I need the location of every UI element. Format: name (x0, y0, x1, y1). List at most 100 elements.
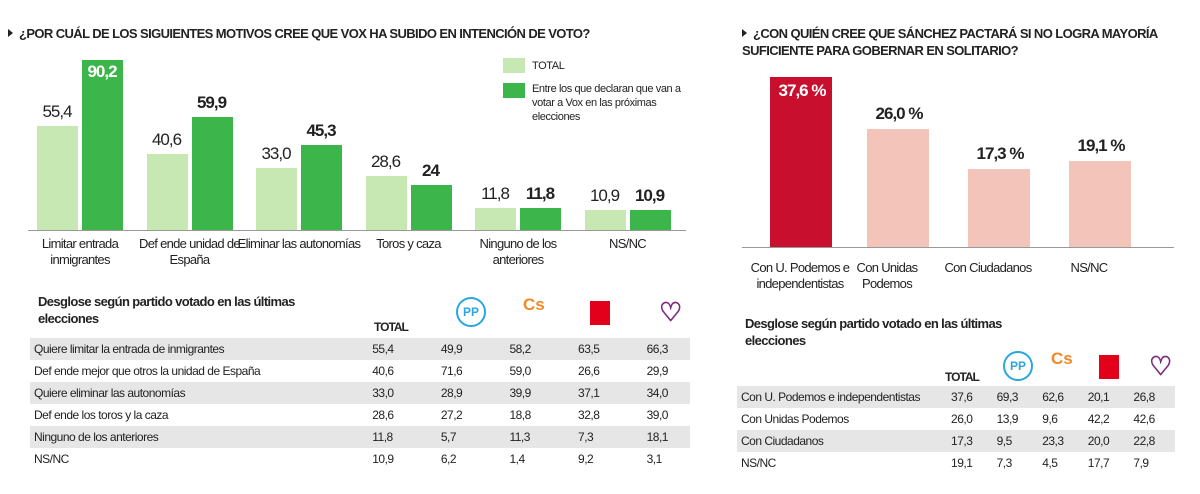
pp-logo-icon: PP (1003, 351, 1033, 381)
right-chart-title: ¿CON QUIÉN CREE QUE SÁNCHEZ PACTARÁ SI N… (742, 25, 1182, 59)
table-cell: 9,5 (992, 430, 1039, 452)
data-label: 33,0 (261, 143, 291, 163)
data-label: 10,9 (589, 185, 620, 205)
row-label: Con U. Podemos e independentistas (737, 386, 948, 408)
table-row: Con U. Podemos e independentistas 37,6 69,… (737, 386, 1175, 408)
data-label: 26,0 % (875, 104, 924, 124)
bar (520, 207, 561, 230)
data-label: 10,9 (634, 185, 665, 205)
row-label: Quiere limitar la entrada de inmigrantes (30, 338, 369, 360)
table-cell: 7,3 (996, 456, 1013, 470)
bar (37, 125, 78, 230)
table-cell: 33,0 (368, 382, 437, 404)
podemos-heart-icon: ♡ (1149, 351, 1173, 381)
left-table-title: Desglose según partido votado en las últ… (38, 294, 295, 326)
table-cell: 69,3 (992, 386, 1039, 408)
table-cell: 32,8 (578, 408, 600, 422)
data-table: Con U. Podemos e independentistas 37,6 69,… (737, 386, 1175, 474)
bar (1069, 160, 1131, 247)
table-cell: 20,0 (1083, 430, 1130, 452)
category-label: Limitar entrada inmigrantes (41, 236, 119, 267)
legend-swatch-vox (503, 83, 525, 98)
legend-total: TOTAL (532, 60, 565, 72)
right-title-text: ¿CON QUIÉN CREE QUE SÁNCHEZ PACTARÁ SI N… (742, 26, 1158, 58)
bar (82, 60, 123, 230)
category-label: Con Ciudadanos (944, 260, 1032, 275)
table-cell: 26,0 (951, 412, 973, 426)
legend-swatch-total (503, 58, 525, 73)
data-label: 55,4 (42, 101, 72, 121)
table-cell: 37,6 (947, 386, 993, 408)
table-row: Def ende los toros y la caza 28,6 27,2 18,8… (30, 404, 690, 426)
bar (301, 144, 342, 230)
data-label: 37,6 % (778, 81, 827, 101)
table-cell: 62,6 (1038, 386, 1084, 408)
row-label: NS/NC (34, 452, 69, 466)
data-table: Quiere limitar la entrada de inmigrantes… (30, 338, 690, 470)
table-row: Ninguno de los anteriores 11,8 5,7 11,3 7,3 1… (30, 426, 690, 448)
legend-vox: Entre los que declaran que van a votar a… (532, 83, 681, 123)
table-row: Def ende mejor que otros la unidad de Es… (30, 360, 690, 382)
table-cell: 3,1 (646, 452, 663, 466)
table-cell: 10,9 (372, 452, 394, 466)
psoe-logo-icon (590, 301, 610, 325)
table-cell: 29,9 (646, 364, 669, 378)
table-cell: 23,3 (1038, 430, 1084, 452)
data-label: 24 (422, 160, 440, 180)
column-header-total: TOTAL (945, 370, 980, 384)
psoe-logo-icon (1099, 355, 1119, 379)
bar (475, 207, 516, 230)
row-label: Def ende mejor que otros la unidad de Es… (34, 364, 261, 378)
table-cell: 19,1 (951, 456, 973, 470)
bar (867, 129, 929, 247)
row-label: Con Ciudadanos (737, 430, 948, 452)
data-label: 11,8 (525, 183, 555, 203)
table-cell: 34,0 (642, 382, 690, 404)
x-axis (28, 230, 686, 231)
pp-logo-icon: PP (456, 297, 486, 327)
triangle-icon (742, 29, 747, 37)
cs-logo-icon: Cs (1051, 349, 1073, 368)
row-label: Quiere eliminar las autonomías (30, 382, 369, 404)
data-label: 59,9 (196, 93, 227, 113)
table-row: Con Ciudadanos 17,3 9,5 23,3 20,0 22,8 (737, 430, 1175, 452)
data-label: 11,8 (481, 183, 510, 203)
bar (584, 209, 626, 230)
table-row: NS/NC 10,9 6,2 1,4 9,2 3,1 (30, 448, 690, 470)
table-cell: 28,6 (372, 408, 394, 422)
row-label: Ninguno de los anteriores (30, 426, 369, 448)
table-cell: 17,3 (947, 430, 993, 452)
category-label: Con U. Podemos e independentistas (750, 260, 850, 291)
table-cell: 27,2 (440, 408, 463, 422)
table-cell: 42,6 (1133, 412, 1155, 426)
row-label: Con Unidas Podemos (741, 412, 849, 426)
category-label: NS/NC (1070, 260, 1109, 275)
data-label: 19,1 % (1077, 135, 1126, 155)
right-table-title: Desglose según partido votado en las últ… (745, 316, 1002, 348)
left-title-text: ¿POR CUÁL DE LOS SIGUIENTES MOTIVOS CREE… (19, 26, 590, 41)
table-cell: 7,9 (1133, 456, 1149, 470)
data-label: 28,6 (370, 152, 401, 172)
bar (410, 184, 452, 230)
table-cell: 55,4 (368, 338, 437, 360)
data-label: 17,3 % (976, 143, 1025, 163)
table-row: Quiere eliminar las autonomías 33,0 28,9 39… (30, 382, 690, 404)
table-cell: 13,9 (996, 412, 1019, 426)
bar (146, 153, 188, 230)
table-cell: 11,8 (368, 426, 437, 448)
table-cell: 4,5 (1042, 456, 1058, 470)
column-header-total: TOTAL (374, 320, 409, 334)
category-label: Con Unidas Podemos (856, 260, 919, 291)
podemos-heart-icon: ♡ (659, 297, 683, 327)
bar (770, 77, 832, 247)
category-label: Toros y caza (376, 236, 441, 251)
data-label: 90,2 (87, 62, 117, 82)
table-cell: 18,8 (509, 408, 531, 422)
table-row: Con Unidas Podemos 26,0 13,9 9,6 42,2 42,6 (737, 408, 1175, 430)
row-label: NS/NC (741, 456, 776, 470)
left-chart-title: ¿POR CUÁL DE LOS SIGUIENTES MOTIVOS CREE… (8, 25, 708, 42)
category-label: Def ende unidad de España (139, 236, 241, 267)
table-cell: 59,0 (509, 364, 531, 378)
table-cell: 17,7 (1087, 456, 1110, 470)
table-cell: 42,2 (1087, 412, 1110, 426)
